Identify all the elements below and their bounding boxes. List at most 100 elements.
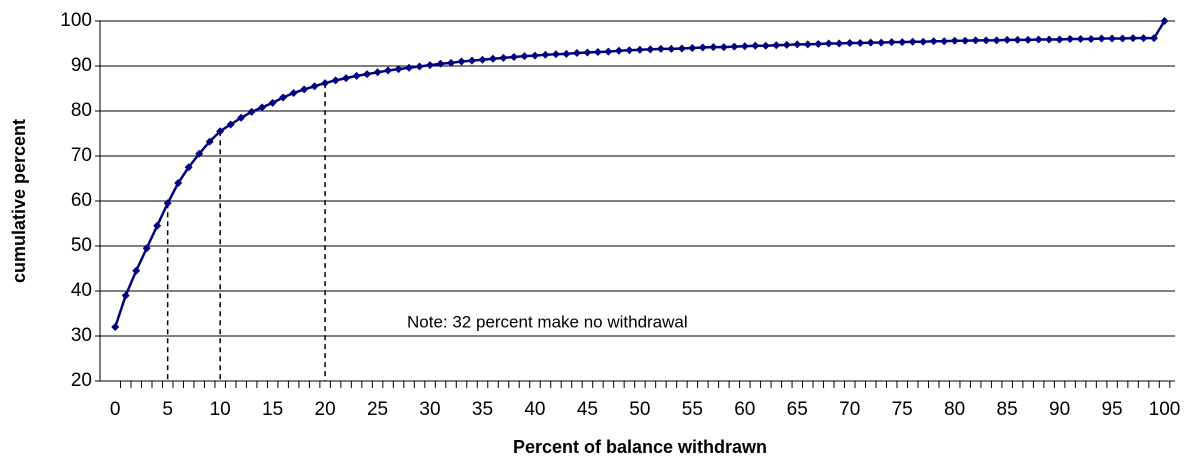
y-tick-label: 50: [71, 235, 92, 256]
marker: [1139, 34, 1148, 43]
marker: [446, 58, 455, 67]
marker: [982, 36, 991, 45]
marker: [740, 42, 749, 51]
marker: [195, 149, 204, 158]
marker: [384, 66, 393, 75]
y-axis-title: cumulative percent: [9, 119, 29, 283]
marker: [866, 38, 875, 47]
marker: [310, 82, 319, 91]
marker: [268, 98, 277, 107]
marker: [499, 53, 508, 62]
x-tick-label: 0: [110, 399, 121, 420]
marker: [237, 113, 246, 122]
marker: [1013, 35, 1022, 44]
marker: [541, 50, 550, 59]
marker: [635, 45, 644, 54]
x-tick-label: 80: [944, 399, 965, 420]
marker: [530, 51, 539, 60]
marker: [153, 221, 162, 230]
data-line: [114, 20, 1166, 328]
x-tick-label: 90: [1049, 399, 1070, 420]
marker: [132, 266, 141, 275]
marker: [877, 38, 886, 47]
marker: [614, 46, 623, 55]
x-tick-label: 20: [315, 399, 336, 420]
x-tick-label: 25: [367, 399, 388, 420]
marker: [1097, 34, 1106, 43]
marker: [279, 93, 288, 102]
marker: [835, 39, 844, 48]
marker: [467, 56, 476, 65]
marker: [971, 36, 980, 45]
marker: [919, 37, 928, 46]
marker: [363, 70, 372, 79]
y-tick-label: 80: [71, 100, 92, 121]
marker: [436, 59, 445, 68]
marker: [667, 44, 676, 53]
marker: [887, 38, 896, 47]
marker: [824, 39, 833, 48]
y-tick-label: 20: [71, 370, 92, 391]
marker: [216, 127, 225, 136]
marker: [698, 43, 707, 52]
marker: [457, 57, 466, 66]
y-tick-label: 90: [71, 55, 92, 76]
marker: [856, 39, 865, 48]
y-tick-label: 30: [71, 325, 92, 346]
marker: [677, 44, 686, 53]
x-tick-label: 10: [210, 399, 231, 420]
marker: [940, 37, 949, 46]
marker: [1076, 35, 1085, 43]
marker: [656, 44, 665, 53]
x-tick-label: 15: [262, 399, 283, 420]
marker: [961, 36, 970, 45]
y-tick-label: 60: [71, 190, 92, 211]
y-tick-label: 100: [60, 10, 92, 31]
x-tick-label: 60: [734, 399, 755, 420]
marker: [174, 179, 183, 187]
marker: [950, 36, 959, 45]
marker: [719, 43, 728, 52]
x-tick-label: 30: [419, 399, 440, 420]
x-tick-label: 55: [682, 399, 703, 420]
x-tick-label: 70: [839, 399, 860, 420]
marker: [1055, 35, 1064, 44]
annotation: Note: 32 percent make no withdrawal: [407, 312, 688, 331]
marker: [205, 137, 214, 146]
marker: [1160, 17, 1169, 25]
y-tick-label: 70: [71, 145, 92, 166]
marker: [1024, 35, 1033, 44]
marker: [163, 199, 172, 208]
x-tick-label: 40: [524, 399, 545, 420]
marker: [426, 61, 435, 70]
marker: [247, 107, 256, 116]
marker: [761, 41, 770, 50]
marker: [814, 39, 823, 48]
marker: [1129, 34, 1138, 43]
x-tick-label: 85: [997, 399, 1018, 420]
marker: [300, 85, 309, 94]
marker: [908, 37, 917, 46]
marker: [488, 54, 497, 63]
x-tick-label: 75: [892, 399, 913, 420]
marker: [688, 44, 697, 52]
x-tick-label: 45: [577, 399, 598, 420]
marker: [730, 42, 739, 51]
x-tick-label: 35: [472, 399, 493, 420]
marker: [331, 76, 340, 85]
marker: [625, 46, 634, 55]
marker: [1118, 34, 1127, 43]
marker: [184, 163, 193, 172]
marker: [405, 63, 414, 72]
marker: [803, 40, 812, 49]
marker: [226, 120, 235, 129]
marker: [1108, 34, 1117, 43]
marker: [258, 103, 267, 112]
marker: [415, 62, 424, 71]
marker: [929, 37, 938, 46]
marker: [142, 244, 151, 253]
marker: [520, 52, 529, 61]
marker: [793, 40, 802, 49]
marker: [646, 45, 655, 54]
